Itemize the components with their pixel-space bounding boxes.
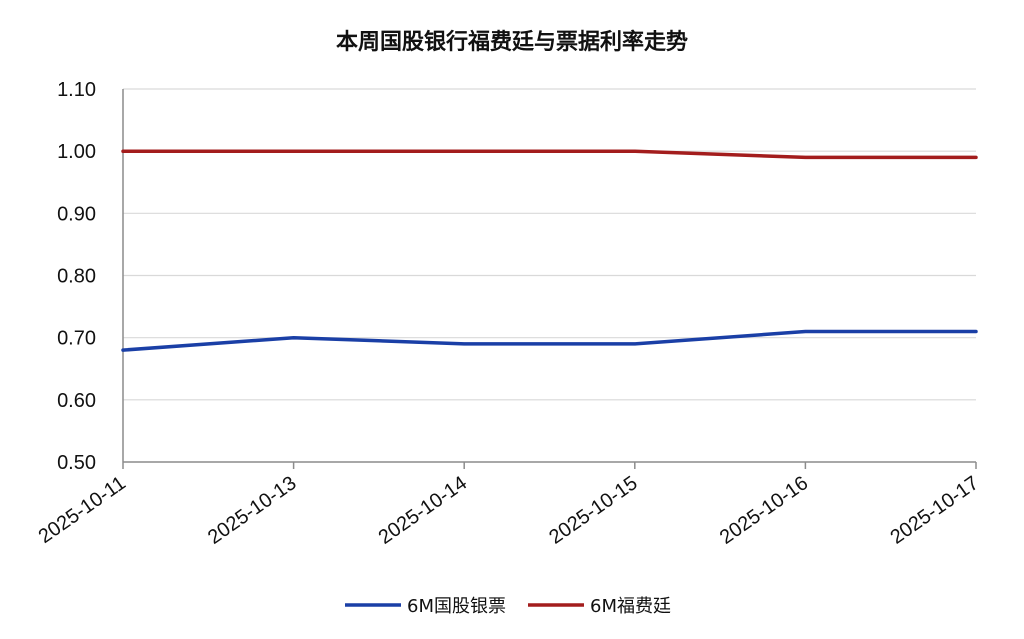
y-tick-label: 0.90 <box>57 203 96 225</box>
axes <box>122 89 977 469</box>
x-tick-label: 2025-10-16 <box>716 472 812 549</box>
series-line-1 <box>121 329 978 352</box>
legend: 6M国股银票 6M福费廷 <box>345 596 671 617</box>
y-tick-label: 0.50 <box>57 452 96 474</box>
gridlines <box>123 88 976 401</box>
y-tick-label: 1.00 <box>57 141 96 163</box>
x-tick-label: 2025-10-17 <box>886 472 982 549</box>
y-tick-label: 0.80 <box>57 266 96 288</box>
x-tick-label: 2025-10-15 <box>545 472 641 549</box>
chart-title: 本周国股银行福费廷与票据利率走势 <box>336 29 688 55</box>
data-series <box>121 149 978 352</box>
y-tick-label: 0.60 <box>57 390 96 412</box>
x-axis-tick-labels: 2025-10-11 2025-10-13 2025-10-14 2025-10-15… <box>35 472 983 549</box>
y-tick-label: 1.10 <box>57 79 96 101</box>
x-tick-label: 2025-10-11 <box>35 472 130 548</box>
legend-label-2: 6M福费廷 <box>590 596 671 617</box>
series-line-2 <box>121 149 978 160</box>
legend-label-1: 6M国股银票 <box>407 596 506 617</box>
y-tick-label: 0.70 <box>57 328 96 350</box>
y-axis-tick-labels: 0.50 0.60 0.70 0.80 0.90 1.00 1.10 <box>57 79 96 474</box>
x-tick-label: 2025-10-14 <box>375 472 471 549</box>
x-tick-label: 2025-10-13 <box>204 472 300 549</box>
